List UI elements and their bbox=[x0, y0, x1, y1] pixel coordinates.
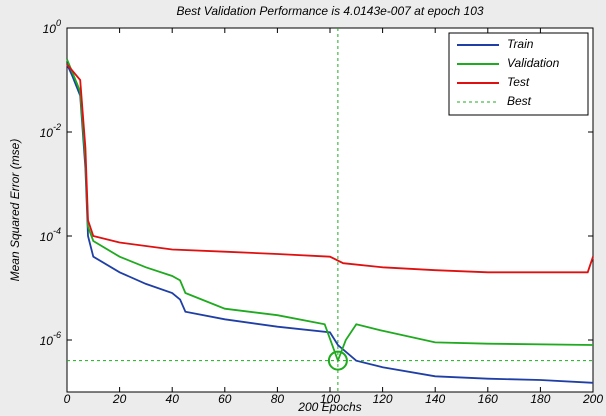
x-tick-label: 180 bbox=[530, 392, 550, 406]
best-marker bbox=[327, 350, 348, 371]
y-tick-label: 10-4 bbox=[40, 226, 61, 244]
x-tick-label: 0 bbox=[64, 392, 71, 406]
x-tick-label: 40 bbox=[166, 392, 180, 406]
y-tick-label: 100 bbox=[43, 18, 61, 36]
y-tick-label: 10-2 bbox=[40, 122, 61, 140]
y-tick-label: 10-6 bbox=[40, 330, 61, 348]
x-axis-label: 200 Epochs bbox=[297, 400, 361, 414]
legend-box bbox=[448, 32, 589, 116]
legend-label: Validation bbox=[507, 56, 560, 70]
x-tick-label: 80 bbox=[271, 392, 285, 406]
x-tick-label: 100 bbox=[320, 392, 340, 406]
y-axis-label: Mean Squared Error (mse) bbox=[8, 139, 22, 282]
legend-label: Train bbox=[507, 37, 534, 51]
x-tick-label: 120 bbox=[373, 392, 393, 406]
series-line bbox=[66, 63, 594, 274]
x-tick-label: 20 bbox=[112, 392, 127, 406]
legend-label: Test bbox=[507, 75, 530, 89]
series-line bbox=[66, 58, 594, 364]
x-tick-label: 200 bbox=[582, 392, 603, 406]
x-tick-label: 140 bbox=[425, 392, 445, 406]
x-tick-label: 60 bbox=[218, 392, 232, 406]
legend-label: Best bbox=[507, 94, 532, 108]
x-tick-label: 160 bbox=[478, 392, 498, 406]
chart-title: Best Validation Performance is 4.0143e-0… bbox=[176, 4, 483, 18]
